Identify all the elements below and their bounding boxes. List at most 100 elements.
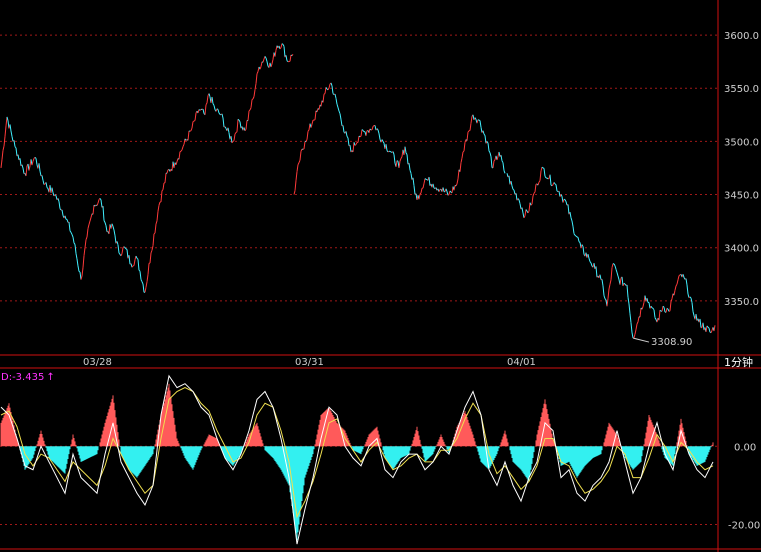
price-segment: [55, 195, 58, 200]
price-segment: [32, 158, 35, 162]
price-segment: [262, 58, 265, 63]
price-segment: [525, 209, 528, 212]
price-segment: [601, 279, 604, 287]
price-segment: [289, 54, 292, 62]
price-segment: [489, 152, 492, 157]
price-segment: [433, 187, 436, 190]
price-segment: [69, 230, 72, 233]
price-segment: [382, 141, 385, 144]
price-segment: [588, 258, 591, 262]
price-tick-label: 3350.0: [724, 297, 759, 308]
price-segment: [270, 63, 273, 68]
price-segment: [77, 265, 80, 272]
indicator-value: D:-3.435: [1, 372, 44, 383]
price-segment: [194, 112, 197, 121]
price-segment: [428, 176, 431, 186]
price-segment: [424, 178, 427, 180]
price-segment: [482, 130, 485, 135]
price-segment: [236, 119, 239, 132]
price-segment: [369, 128, 372, 131]
price-segment: [193, 120, 196, 122]
price-segment: [9, 124, 12, 132]
price-segment: [377, 129, 380, 134]
price-tick-label: 3550.0: [724, 84, 759, 95]
price-segment: [461, 151, 464, 159]
price-segment: [327, 87, 330, 91]
price-segment: [652, 307, 655, 311]
price-segment: [551, 184, 554, 187]
price-segment: [546, 177, 549, 180]
price-segment: [359, 135, 362, 138]
price-segment: [164, 173, 167, 183]
price-segment: [399, 158, 402, 162]
price-segment: [515, 193, 518, 201]
price-segment: [690, 297, 693, 303]
price-segment: [531, 195, 534, 205]
price-segment: [260, 61, 263, 67]
price-segment: [271, 59, 274, 64]
price-segment: [113, 229, 116, 236]
price-segment: [180, 149, 183, 152]
date-label: 03/31: [295, 357, 324, 368]
price-segment: [540, 166, 543, 172]
price-segment: [96, 202, 99, 206]
price-segment: [296, 164, 299, 172]
price-segment: [88, 220, 91, 225]
price-segment: [523, 215, 526, 219]
price-segment: [161, 189, 164, 192]
price-segment: [483, 133, 486, 136]
price-segment: [158, 201, 161, 206]
price-segment: [420, 188, 423, 193]
price-segment: [604, 298, 607, 301]
price-segment: [480, 127, 483, 133]
price-segment: [460, 157, 463, 163]
price-segment: [280, 43, 283, 48]
price-segment: [61, 209, 64, 216]
price-segment: [264, 56, 267, 59]
price-segment: [0, 159, 3, 169]
indicator-line-fast: [0, 374, 714, 545]
price-segment: [17, 154, 20, 160]
price-segment: [104, 222, 107, 226]
price-segment: [294, 180, 297, 191]
price-segment: [524, 209, 527, 216]
price-segment: [462, 150, 465, 153]
price-segment: [216, 108, 219, 110]
price-segment: [254, 83, 257, 90]
price-segment: [190, 127, 193, 131]
price-segment: [467, 130, 470, 133]
price-segment: [527, 210, 530, 214]
price-segment: [114, 235, 117, 244]
price-segment: [686, 284, 689, 295]
price-segment: [204, 104, 207, 115]
price-segment: [532, 193, 535, 197]
price-tick-label: 3400.0: [724, 244, 759, 255]
price-segment: [488, 150, 491, 153]
price-segment: [111, 223, 114, 227]
period-selector[interactable]: 1分钟: [724, 355, 753, 369]
price-segment: [538, 180, 541, 183]
price-segment: [41, 175, 44, 181]
price-segment: [564, 199, 567, 202]
price-segment: [13, 140, 16, 147]
price-segment: [140, 279, 143, 282]
price-segment: [668, 310, 671, 312]
price-segment: [608, 284, 611, 290]
price-segment: [334, 93, 337, 99]
price-segment: [637, 316, 640, 322]
price-segment: [248, 109, 251, 112]
price-segment: [83, 247, 86, 256]
price-segment: [212, 103, 215, 106]
price-segment: [340, 119, 343, 126]
price-segment: [298, 160, 301, 163]
price-segment: [97, 199, 100, 204]
price-segment: [560, 194, 563, 197]
price-segment: [470, 116, 473, 124]
price-segment: [22, 167, 25, 174]
price-segment: [562, 199, 565, 203]
price-segment: [665, 308, 668, 313]
price-segment: [713, 325, 716, 332]
price-segment: [293, 190, 296, 195]
